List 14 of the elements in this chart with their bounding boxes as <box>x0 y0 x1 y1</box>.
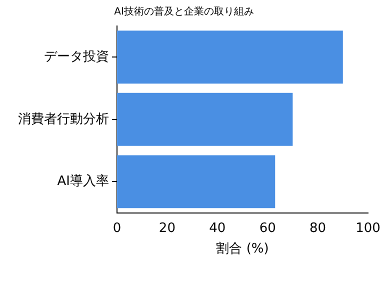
chart-title: AI技術の普及と企業の取り組み <box>114 6 254 18</box>
x-tick-label: 60 <box>259 220 276 236</box>
y-tick-label: データ投資 <box>44 50 109 65</box>
x-tick-label: 20 <box>158 220 176 236</box>
y-tick-label: AI導入率 <box>57 173 109 190</box>
bar <box>117 155 276 208</box>
y-tick-label: 消費者行動分析 <box>18 112 109 127</box>
x-tick-label: 80 <box>310 220 326 236</box>
bar <box>117 30 343 84</box>
x-tick-label: 100 <box>356 220 380 236</box>
x-axis-title: 割合 (%) <box>216 242 269 257</box>
bar <box>117 92 293 146</box>
x-tick-label: 40 <box>209 220 226 236</box>
x-tick-label: 0 <box>112 220 122 236</box>
